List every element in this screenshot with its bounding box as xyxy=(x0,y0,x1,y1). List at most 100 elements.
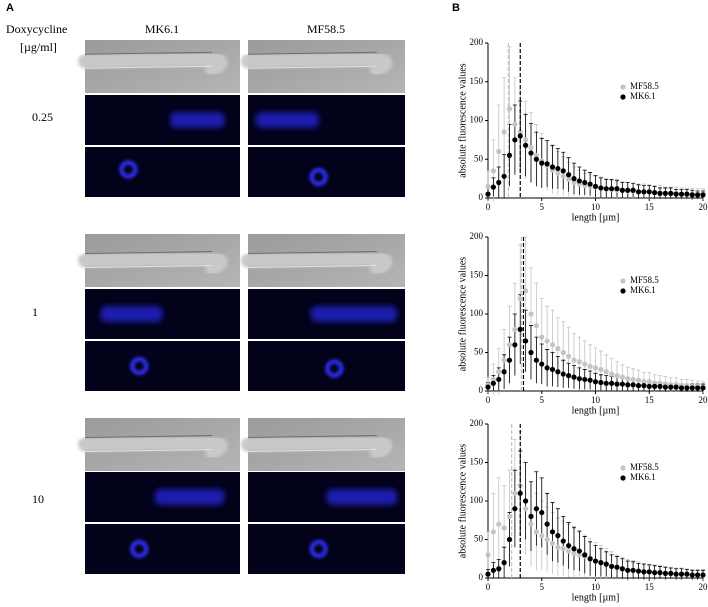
data-point xyxy=(571,546,577,552)
x-tick-label: 20 xyxy=(699,202,708,212)
data-point xyxy=(592,183,599,189)
data-point xyxy=(517,296,523,302)
data-point xyxy=(501,369,507,375)
hypha-edge xyxy=(84,251,213,254)
legend-marker xyxy=(620,278,626,284)
data-point xyxy=(496,566,502,572)
data-point xyxy=(528,145,534,151)
nucleus-ring xyxy=(130,357,149,375)
y-tick-label: 50 xyxy=(474,347,484,357)
data-point xyxy=(490,380,496,386)
data-point xyxy=(555,165,561,172)
data-point xyxy=(571,550,577,556)
data-point xyxy=(689,192,695,198)
hypha-edge xyxy=(247,251,377,254)
data-point xyxy=(533,357,539,363)
data-point xyxy=(630,382,636,388)
x-tick-label: 5 xyxy=(540,202,545,212)
data-point xyxy=(560,546,566,552)
data-point xyxy=(684,191,690,197)
y-axis-label: absolute fluorescence values xyxy=(457,257,468,372)
data-point xyxy=(496,376,502,383)
data-point xyxy=(506,106,513,112)
data-point xyxy=(517,129,523,135)
data-point xyxy=(587,377,593,383)
data-point xyxy=(609,186,615,192)
y-tick-label: 0 xyxy=(479,192,484,202)
data-point xyxy=(592,379,599,385)
column-label: MK6.1 xyxy=(145,22,179,36)
hypha-edge xyxy=(84,51,213,55)
data-point xyxy=(609,563,615,570)
y-tick-label: 200 xyxy=(470,231,484,241)
column-label: MF58.5 xyxy=(307,22,345,36)
data-point xyxy=(592,558,599,564)
data-point xyxy=(625,376,631,382)
legend-label: MF58.5 xyxy=(630,462,659,472)
y-tick-label: 0 xyxy=(479,385,484,395)
data-point xyxy=(614,186,620,192)
data-point xyxy=(485,384,491,390)
x-axis-label: length [µm] xyxy=(572,212,620,223)
y-tick-label: 100 xyxy=(470,495,484,505)
data-point xyxy=(668,384,674,390)
data-point xyxy=(549,366,556,373)
data-point xyxy=(673,571,679,577)
data-point xyxy=(544,365,550,371)
data-point xyxy=(635,377,642,383)
data-point xyxy=(684,571,690,577)
hypha xyxy=(78,251,228,276)
data-point xyxy=(528,513,534,520)
data-point xyxy=(652,189,658,196)
x-tick-label: 15 xyxy=(645,202,655,212)
data-point xyxy=(603,369,609,375)
data-point xyxy=(630,567,636,573)
data-point xyxy=(598,560,604,566)
data-point xyxy=(523,498,529,504)
data-point xyxy=(506,513,513,520)
data-point xyxy=(657,383,663,389)
data-point xyxy=(576,552,582,558)
data-point xyxy=(566,543,572,549)
data-point xyxy=(625,567,631,573)
data-point xyxy=(641,379,647,385)
data-point xyxy=(566,176,572,182)
fluorescence-image xyxy=(85,341,240,391)
data-point xyxy=(523,137,529,143)
y-tick-label: 0 xyxy=(479,572,484,582)
data-point xyxy=(598,185,604,191)
data-point xyxy=(635,568,642,574)
data-point xyxy=(603,561,609,567)
row-label: 0.25 xyxy=(32,110,53,124)
data-point xyxy=(490,529,496,535)
data-point xyxy=(555,544,561,550)
legend-label: MK6.1 xyxy=(630,91,656,101)
data-point xyxy=(512,506,518,512)
panel-label: B xyxy=(452,2,460,14)
data-point xyxy=(700,385,706,391)
data-point xyxy=(678,191,685,197)
x-tick-label: 0 xyxy=(486,202,491,212)
data-point xyxy=(603,380,609,386)
data-point xyxy=(533,322,539,329)
data-point xyxy=(587,363,593,369)
data-point xyxy=(630,376,636,383)
data-point xyxy=(506,357,513,363)
data-point xyxy=(528,150,534,156)
data-point xyxy=(523,338,529,344)
x-tick-label: 5 xyxy=(540,395,545,405)
y-tick-label: 50 xyxy=(474,534,484,544)
data-point xyxy=(528,311,534,317)
hypha-edge xyxy=(247,265,377,268)
data-point xyxy=(576,548,582,554)
data-point xyxy=(533,152,539,158)
fluorescence-signal xyxy=(170,112,225,128)
data-point xyxy=(646,379,652,385)
hypha-edge xyxy=(247,449,377,452)
data-point xyxy=(506,152,513,158)
header: Doxycycline xyxy=(6,22,67,36)
data-point xyxy=(673,384,679,390)
fluorescence-image xyxy=(85,147,240,197)
data-point xyxy=(528,349,534,356)
